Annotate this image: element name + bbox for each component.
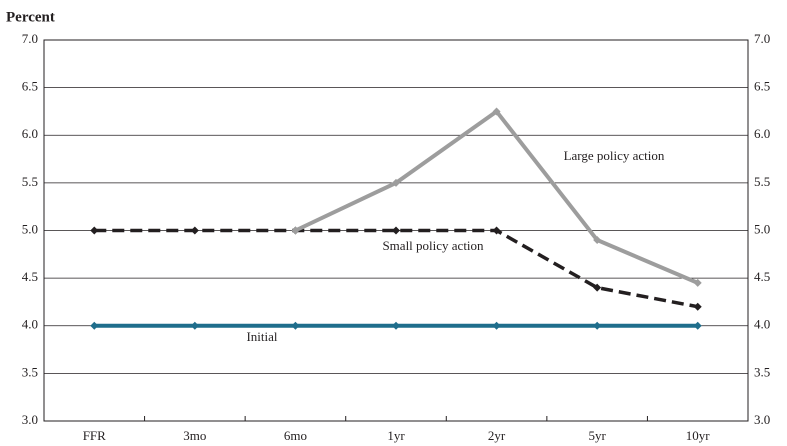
- point: [392, 321, 400, 330]
- point: [90, 321, 99, 330]
- x-tick-label: FFR: [83, 428, 106, 443]
- y-tick-label: 6.5: [22, 79, 38, 94]
- y2-tick-label: 5.0: [754, 221, 770, 236]
- point: [392, 178, 400, 187]
- x-tick-label: 3mo: [183, 428, 206, 443]
- y2-tick-label: 4.5: [754, 269, 770, 284]
- point: [492, 226, 501, 235]
- y2-tick-label: 7.0: [754, 31, 770, 46]
- point: [90, 226, 99, 235]
- point: [492, 321, 501, 330]
- point: [693, 321, 702, 330]
- y-tick-label: 5.0: [22, 221, 38, 236]
- series-label: Initial: [246, 329, 277, 344]
- y-tick-label: 6.0: [22, 126, 38, 141]
- y2-tick-label: 6.0: [754, 126, 770, 141]
- point: [392, 226, 400, 235]
- y-tick-label: 7.0: [22, 31, 38, 46]
- point: [291, 321, 300, 330]
- y2-tick-label: 3.0: [754, 412, 770, 427]
- y-tick-label: 4.0: [22, 317, 38, 332]
- y-tick-label: 5.5: [22, 174, 38, 189]
- plot-frame: [43, 39, 749, 422]
- y2-tick-label: 6.5: [754, 79, 770, 94]
- chart-title: Percent: [6, 9, 55, 25]
- point: [693, 302, 702, 311]
- series-label: Small policy action: [382, 238, 484, 253]
- y-tick-label: 4.5: [22, 269, 38, 284]
- series-line: [294, 108, 699, 285]
- point: [291, 226, 300, 235]
- y2-tick-label: 3.5: [754, 364, 770, 379]
- point: [190, 226, 199, 235]
- point: [190, 321, 199, 330]
- y-tick-label: 3.5: [22, 364, 38, 379]
- x-tick-label: 1yr: [387, 428, 405, 443]
- x-tick-label: 5yr: [588, 428, 606, 443]
- x-tick-label: 2yr: [488, 428, 506, 443]
- point: [593, 236, 602, 245]
- point: [593, 321, 602, 330]
- y-tick-label: 3.0: [22, 412, 38, 427]
- series-label: Large policy action: [564, 148, 665, 163]
- y2-tick-label: 5.5: [754, 174, 770, 189]
- y2-tick-label: 4.0: [754, 317, 770, 332]
- point: [693, 278, 702, 287]
- point: [593, 283, 602, 292]
- x-tick-label: 10yr: [686, 428, 711, 443]
- x-tick-label: 6mo: [284, 428, 307, 443]
- point: [492, 107, 501, 116]
